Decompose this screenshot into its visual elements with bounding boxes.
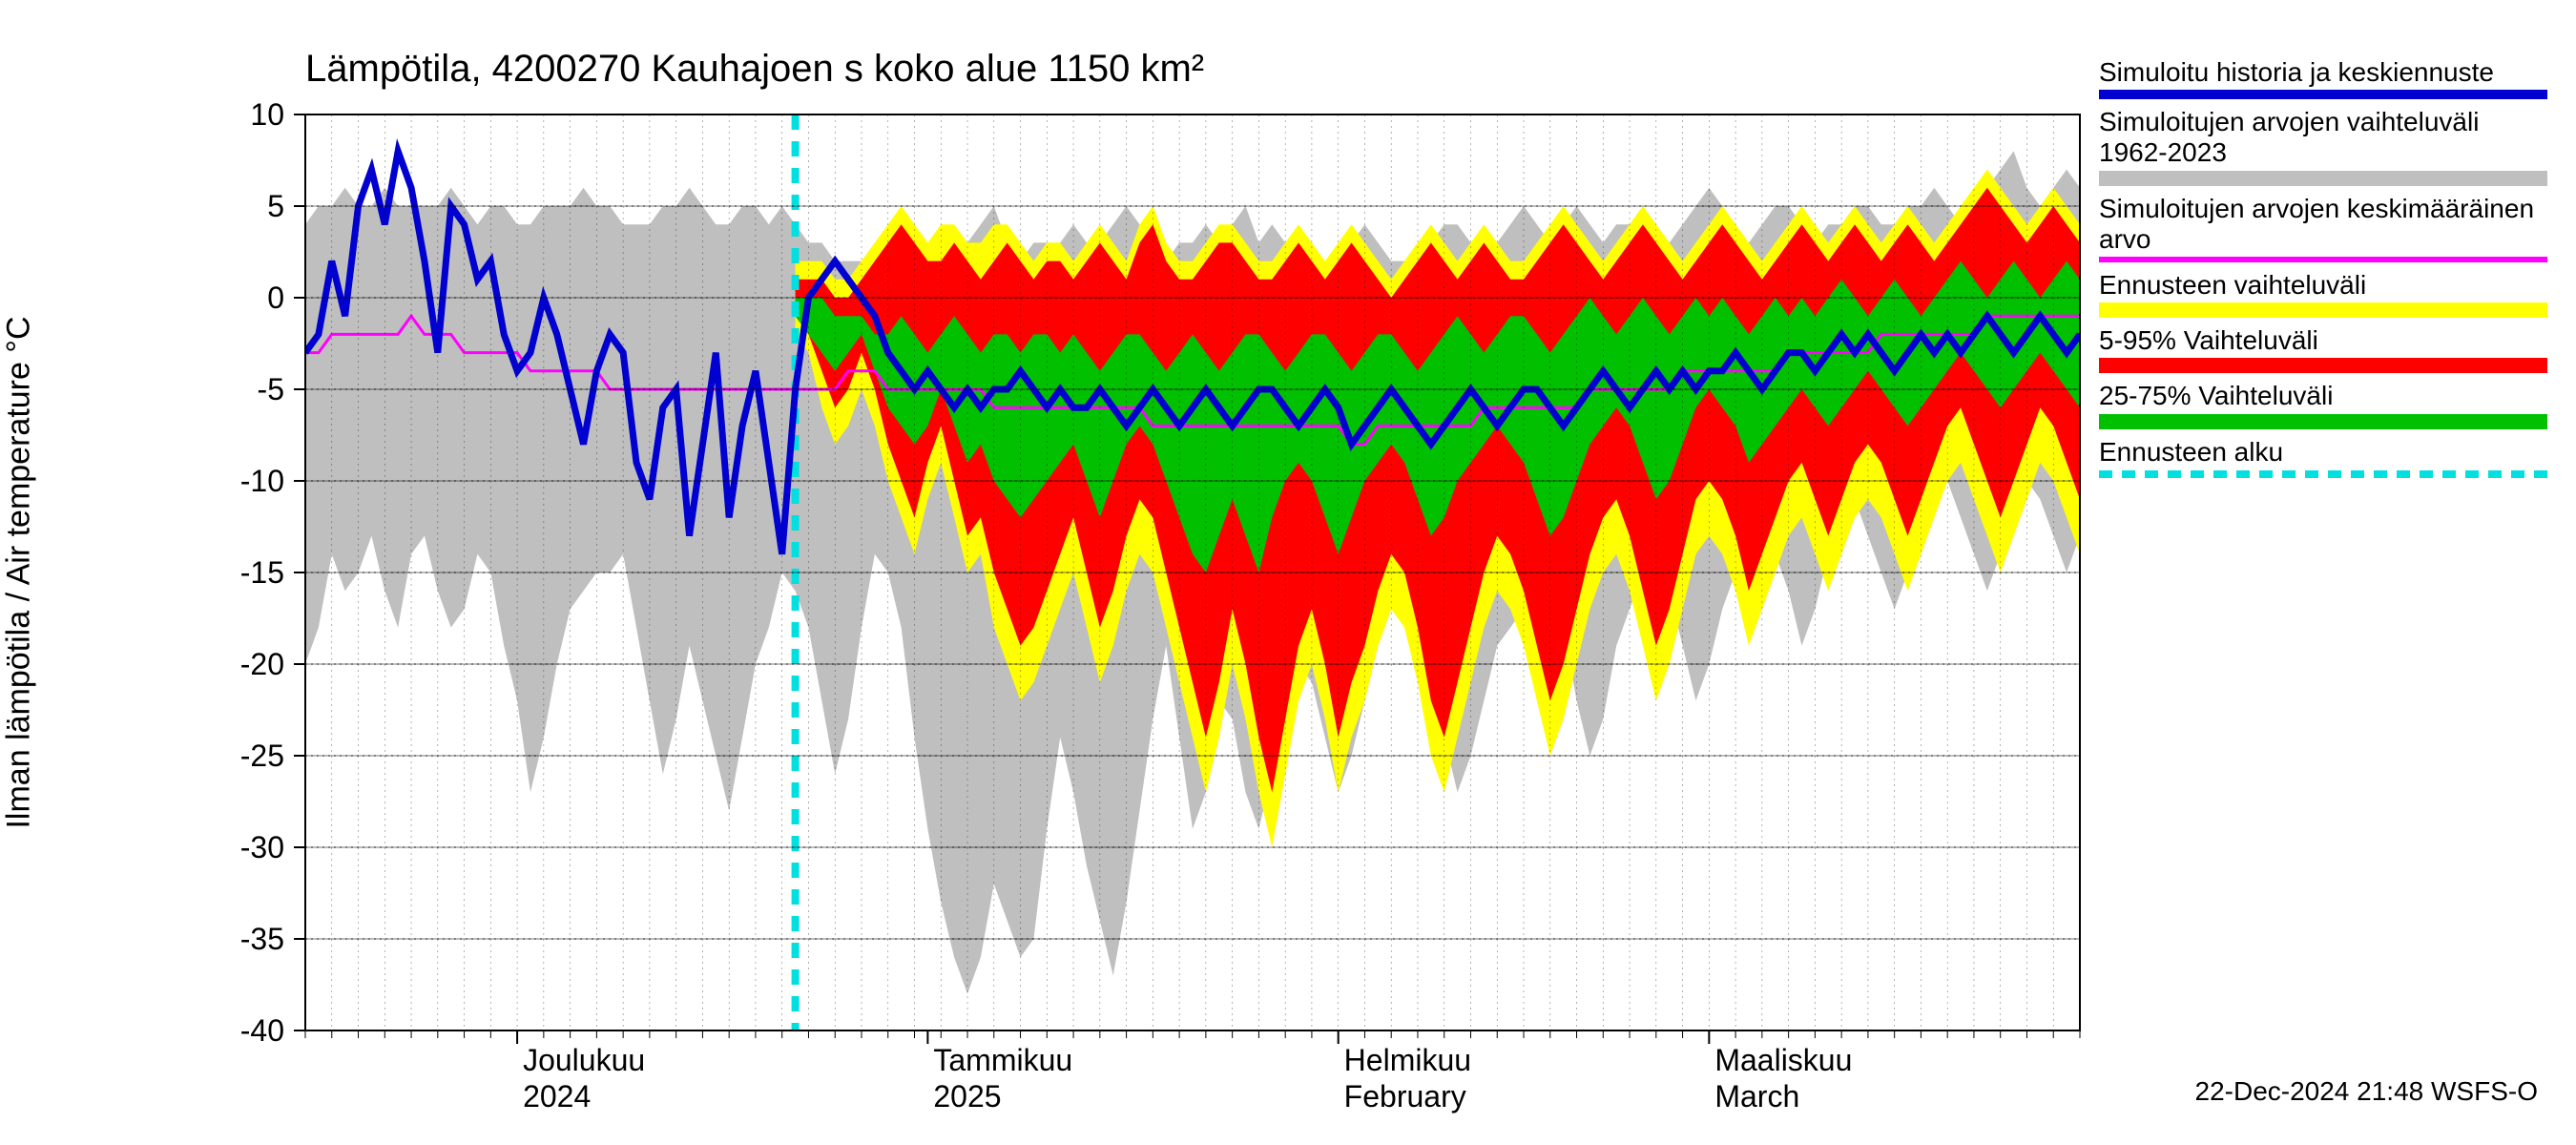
svg-text:Tammikuu: Tammikuu — [933, 1043, 1072, 1077]
legend-label: Simuloitujen arvojen vaihteluväli 1962-2… — [2099, 107, 2547, 168]
legend-forecast-start: Ennusteen alku — [2099, 437, 2547, 481]
legend-swatch-yellow — [2099, 302, 2547, 318]
legend-label: Simuloitujen arvojen keskimääräinen arvo — [2099, 194, 2547, 255]
legend-label: 5-95% Vaihteluväli — [2099, 325, 2547, 356]
svg-text:-25: -25 — [240, 739, 284, 773]
svg-text:5: 5 — [267, 189, 284, 223]
timestamp: 22-Dec-2024 21:48 WSFS-O — [2195, 1076, 2539, 1107]
legend-label: Ennusteen vaihteluväli — [2099, 270, 2547, 301]
legend-swatch-magenta — [2099, 257, 2547, 262]
legend-mean: Simuloitujen arvojen keskimääräinen arvo — [2099, 194, 2547, 262]
svg-text:February: February — [1344, 1079, 1466, 1114]
legend-swatch-cyan — [2099, 468, 2547, 481]
svg-text:-30: -30 — [240, 830, 284, 864]
svg-text:-35: -35 — [240, 922, 284, 956]
svg-text:March: March — [1714, 1079, 1799, 1114]
svg-text:10: 10 — [250, 97, 284, 132]
legend-swatch-gray — [2099, 171, 2547, 186]
svg-text:2025: 2025 — [933, 1079, 1001, 1114]
legend: Simuloitu historia ja keskiennuste Simul… — [2099, 57, 2547, 489]
legend-label: 25-75% Vaihteluväli — [2099, 381, 2547, 411]
svg-text:2024: 2024 — [523, 1079, 591, 1114]
svg-text:Joulukuu: Joulukuu — [523, 1043, 645, 1077]
svg-text:-40: -40 — [240, 1013, 284, 1048]
svg-text:0: 0 — [267, 281, 284, 315]
svg-text:Helmikuu: Helmikuu — [1344, 1043, 1471, 1077]
legend-range-hist: Simuloitujen arvojen vaihteluväli 1962-2… — [2099, 107, 2547, 185]
legend-swatch-red — [2099, 358, 2547, 373]
legend-p90: 5-95% Vaihteluväli — [2099, 325, 2547, 373]
svg-text:-15: -15 — [240, 555, 284, 590]
svg-text:Maaliskuu: Maaliskuu — [1714, 1043, 1852, 1077]
legend-simulated: Simuloitu historia ja keskiennuste — [2099, 57, 2547, 99]
legend-label: Simuloitu historia ja keskiennuste — [2099, 57, 2547, 88]
legend-p50: 25-75% Vaihteluväli — [2099, 381, 2547, 428]
legend-label: Ennusteen alku — [2099, 437, 2547, 468]
legend-swatch-blue — [2099, 90, 2547, 99]
svg-text:-10: -10 — [240, 464, 284, 498]
svg-text:-20: -20 — [240, 647, 284, 681]
legend-swatch-green — [2099, 414, 2547, 429]
chart-container: Ilman lämpötila / Air temperature °C Läm… — [0, 0, 2576, 1145]
svg-text:-5: -5 — [258, 372, 284, 406]
legend-forecast-range: Ennusteen vaihteluväli — [2099, 270, 2547, 318]
